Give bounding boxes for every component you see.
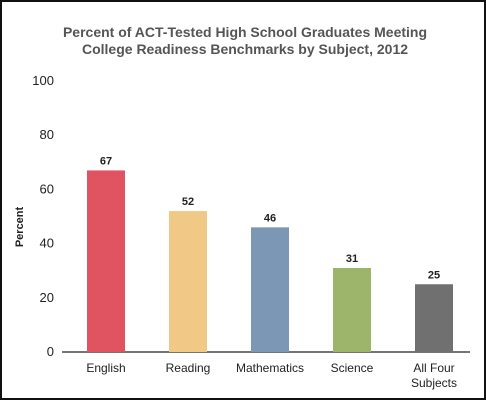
bar xyxy=(333,267,371,352)
bar-value-label: 46 xyxy=(264,212,276,224)
y-tick-label: 80 xyxy=(40,127,54,142)
y-tick-label: 20 xyxy=(40,290,54,305)
bar xyxy=(251,227,289,352)
bar-value-label: 31 xyxy=(346,253,358,265)
bar-value-label: 67 xyxy=(100,155,112,167)
bar xyxy=(87,170,125,352)
category-label: All Four xyxy=(413,361,454,375)
bar xyxy=(169,211,207,352)
category-labels: English Reading Mathematics Science All Four… xyxy=(86,361,457,390)
category-label: Mathematics xyxy=(236,361,304,375)
chart-title-line-1: Percent of ACT-Tested High School Gradua… xyxy=(63,24,427,40)
y-axis-label: Percent xyxy=(14,206,26,247)
category-label: Science xyxy=(331,361,374,375)
y-tick-label: 40 xyxy=(40,236,54,251)
category-label: Subjects xyxy=(411,376,457,390)
category-label: Reading xyxy=(166,361,211,375)
y-tick-label: 0 xyxy=(47,344,54,359)
chart-title-line-2: College Readiness Benchmarks by Subject,… xyxy=(82,41,408,57)
value-labels: 67 52 46 31 25 xyxy=(100,155,440,281)
category-label: English xyxy=(86,361,125,375)
bars xyxy=(87,170,453,352)
y-tick-label: 60 xyxy=(40,181,54,196)
bar-value-label: 25 xyxy=(428,269,440,281)
bar-value-label: 52 xyxy=(182,196,194,208)
y-tick-label: 100 xyxy=(32,73,54,88)
y-axis-ticks: 0 20 40 60 80 100 xyxy=(32,73,54,359)
bar xyxy=(415,284,453,352)
